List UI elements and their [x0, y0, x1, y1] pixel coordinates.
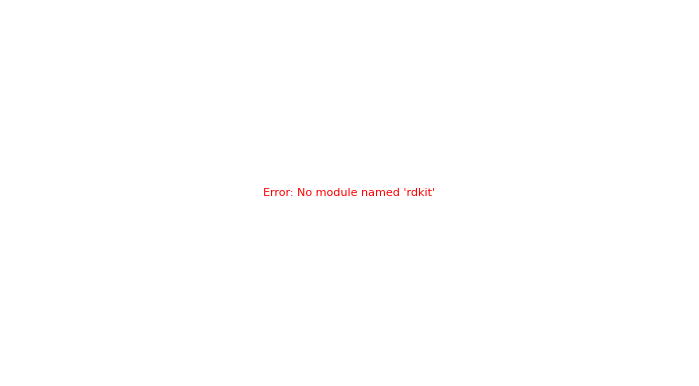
Text: Error: No module named 'rdkit': Error: No module named 'rdkit' — [264, 188, 435, 198]
